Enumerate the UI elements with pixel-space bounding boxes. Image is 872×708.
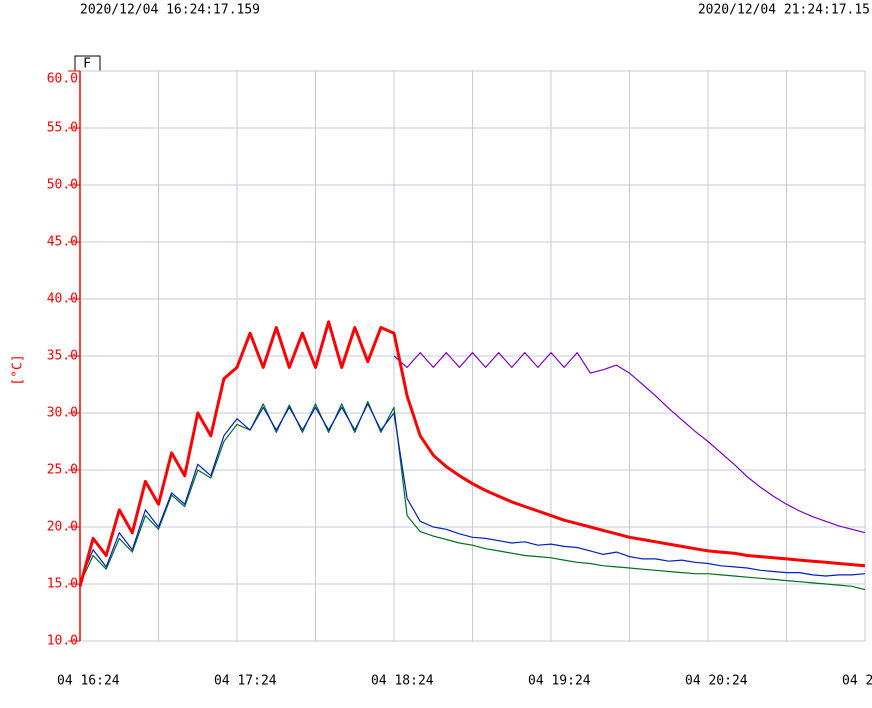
x-tick-label: 04 18:24 xyxy=(371,674,434,689)
series-line xyxy=(79,401,866,591)
y-tick-label: 35.0 xyxy=(47,349,78,364)
y-tick-label: 25.0 xyxy=(47,463,78,478)
end-time: 2020/12/04 21:24:17.15 xyxy=(698,3,870,18)
x-tick-label: 04 20:24 xyxy=(685,674,748,689)
series-line xyxy=(79,403,866,582)
y-tick-label: 10.0 xyxy=(47,634,78,649)
x-tick-label: 04 2 xyxy=(842,674,872,689)
y-tick-label: 40.0 xyxy=(47,292,78,307)
series-line xyxy=(78,320,866,587)
x-tick-label: 04 19:24 xyxy=(528,674,591,689)
y-tick-label: 45.0 xyxy=(47,235,78,250)
start-time: 2020/12/04 16:24:17.159 xyxy=(80,3,260,18)
y-tick-label: 50.0 xyxy=(47,178,78,193)
tab-label[interactable]: F xyxy=(83,57,91,72)
y-axis-label: [°C] xyxy=(11,354,26,385)
y-tick-label: 20.0 xyxy=(47,520,78,535)
x-tick-label: 04 17:24 xyxy=(214,674,277,689)
y-tick-label: 60.0 xyxy=(47,72,78,87)
y-tick-label: 15.0 xyxy=(47,577,78,592)
y-tick-label: 30.0 xyxy=(47,406,78,421)
series-line xyxy=(393,352,866,534)
x-tick-label: 04 16:24 xyxy=(57,674,120,689)
y-tick-label: 55.0 xyxy=(47,121,78,136)
